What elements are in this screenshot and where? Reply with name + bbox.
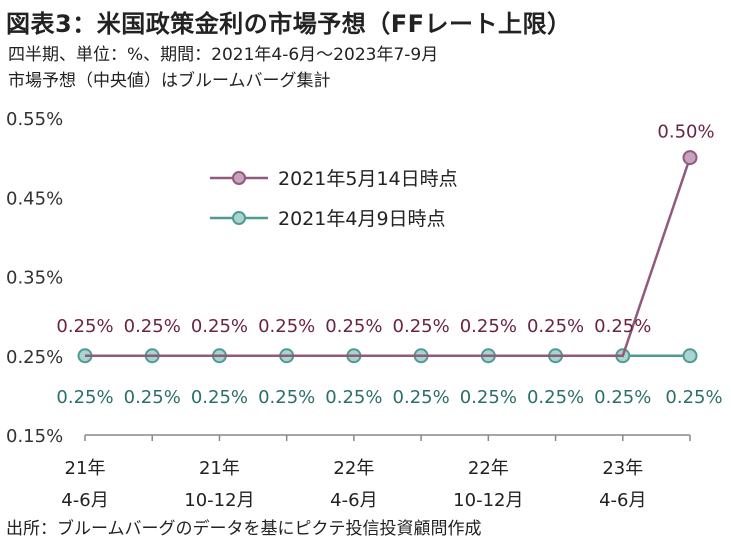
chart-subtitle-period: 四半期、単位：%、期間：2021年4-6月～2023年7-9月 (8, 45, 439, 65)
data-label-apr: 0.25% (594, 387, 651, 408)
y-tick-label: 0.45% (6, 188, 63, 209)
source-note: 出所：ブルームバーグのデータを基にピクテ投信投資顧問作成 (6, 519, 482, 539)
x-tick-label-quarter: 4-6月 (330, 490, 377, 511)
data-label-apr: 0.25% (258, 387, 315, 408)
series-data-labels: 0.25% 0.25% 0.25% 0.25% 0.25% 0.25% 0.25% 0.25%… (56, 122, 722, 408)
data-label-may: 0.25% (594, 316, 651, 337)
x-tick-label-quarter: 10-12月 (184, 490, 254, 511)
data-label-may: 0.25% (527, 316, 584, 337)
chart-subtitle-note: 市場予想（中央値）はブルームバーグ集計 (8, 71, 331, 91)
legend-marker-apr (232, 211, 246, 225)
data-label-apr: 0.25% (460, 387, 517, 408)
data-label-apr: 0.25% (527, 387, 584, 408)
data-label-may: 0.25% (191, 316, 248, 337)
data-label-apr: 0.25% (56, 387, 113, 408)
data-label-may: 0.25% (56, 316, 113, 337)
data-label-may: 0.25% (124, 316, 181, 337)
data-label-apr: 0.25% (393, 387, 450, 408)
data-label-may: 0.50% (657, 122, 714, 143)
data-label-may: 0.25% (258, 316, 315, 337)
x-tick-label-year: 23年 (602, 458, 643, 479)
x-tick-label-year: 22年 (333, 458, 374, 479)
legend: 2021年5月14日時点 2021年4月9日時点 (210, 168, 458, 230)
data-label-apr: 0.25% (325, 387, 382, 408)
series-line-may (85, 157, 692, 358)
legend-label-may: 2021年5月14日時点 (278, 168, 458, 190)
data-label-apr: 0.25% (124, 387, 181, 408)
data-label-may: 0.25% (460, 316, 517, 337)
data-label-apr: 0.25% (665, 387, 722, 408)
x-tick-label-year: 21年 (65, 458, 106, 479)
data-label-apr: 0.25% (191, 387, 248, 408)
y-tick-label: 0.35% (6, 268, 63, 289)
x-tick-label-quarter: 4-6月 (61, 490, 108, 511)
legend-label-apr: 2021年4月9日時点 (278, 208, 446, 230)
data-label-may: 0.25% (393, 316, 450, 337)
y-tick-label: 0.55% (6, 109, 63, 130)
x-tick-label-quarter: 4-6月 (599, 490, 646, 511)
legend-marker-may (232, 171, 246, 185)
y-tick-label: 0.25% (6, 347, 63, 368)
y-axis-ticks: 0.15% 0.25% 0.35% 0.45% 0.55% (6, 109, 63, 447)
series-lines (77, 150, 698, 364)
data-point-apr (682, 348, 698, 364)
x-tick-label-year: 21年 (199, 458, 240, 479)
x-tick-label-year: 22年 (468, 458, 509, 479)
data-label-may: 0.25% (325, 316, 382, 337)
data-point-may (682, 150, 698, 166)
chart-title: 図表3：米国政策金利の市場予想（FFレート上限） (6, 10, 572, 38)
y-tick-label: 0.15% (6, 426, 63, 447)
x-axis: 21年 4-6月 21年 10-12月 22年 4-6月 22年 10-12月 23年 4-6月 (61, 434, 691, 511)
x-tick-label-quarter: 10-12月 (453, 490, 523, 511)
